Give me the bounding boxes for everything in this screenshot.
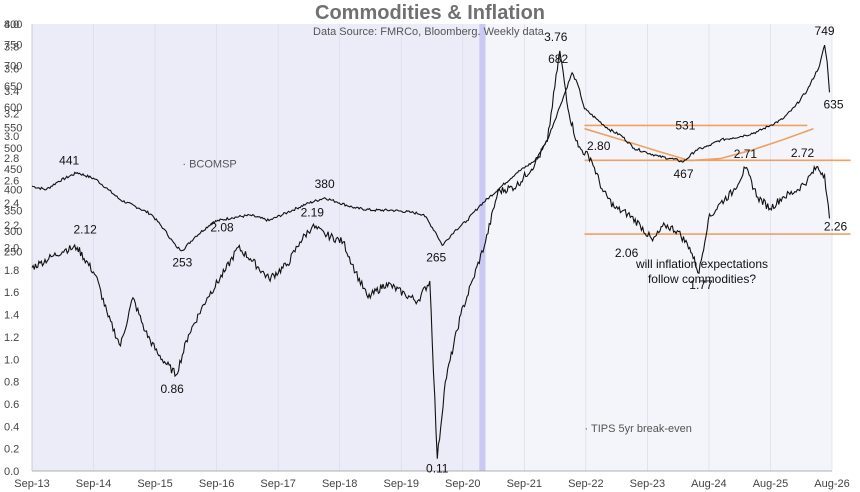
data-label: 2.12 — [73, 223, 97, 237]
x-tick-label: Sep-16 — [199, 478, 234, 490]
trend-lines — [584, 124, 851, 235]
right-axis-ticks: 250 300 350 400 450 500 550 600 650 700 750 800 — [4, 19, 22, 259]
data-labels: 441 253 380 265 682 531 467 749 635 2.12 0.86 2.08 2… — [59, 24, 847, 476]
left-tick-label: 2.8 — [4, 153, 19, 165]
left-tick-label: 3.6 — [4, 64, 19, 76]
data-label: 441 — [59, 154, 79, 168]
data-label: 2.72 — [791, 146, 815, 160]
left-tick-label: 1.0 — [4, 354, 19, 366]
right-tick-label: 800 — [4, 19, 22, 31]
right-tick-label: 450 — [4, 164, 22, 176]
chart-title: Commodities & Inflation — [315, 2, 545, 24]
left-tick-label: 0.8 — [4, 377, 19, 389]
right-tick-label: 500 — [4, 143, 22, 155]
shaded-band — [32, 24, 486, 471]
series-lines — [31, 44, 831, 459]
left-tick-label: 1.2 — [4, 332, 19, 344]
left-tick-label: 1.6 — [4, 287, 19, 299]
left-tick-label: 0.2 — [4, 444, 19, 456]
left-tick-label: 0.0 — [4, 466, 19, 478]
data-label: 3.76 — [544, 30, 568, 44]
data-label: 2.19 — [301, 205, 325, 219]
left-tick-label: 3.2 — [4, 108, 19, 120]
data-label: 531 — [675, 118, 695, 132]
right-tick-label: 600 — [4, 102, 22, 114]
data-label: 635 — [824, 97, 844, 111]
x-tick-label: Aug-26 — [814, 478, 849, 490]
shaded-bands — [32, 24, 832, 471]
x-tick-label: Sep-13 — [14, 478, 49, 490]
left-tick-label: 2.0 — [4, 243, 19, 255]
x-tick-label: Sep-14 — [76, 478, 111, 490]
x-tick-label: Aug-25 — [753, 478, 788, 490]
x-tick-label: Sep-23 — [630, 478, 665, 490]
chart-subtitle: Data Source: FMRCo, Bloomberg. Weekly da… — [313, 26, 547, 38]
left-tick-label: 0.4 — [4, 421, 19, 433]
data-label: 380 — [315, 177, 335, 191]
data-label: 0.11 — [426, 462, 449, 476]
right-tick-label: 550 — [4, 122, 22, 134]
series-label: · BCOMSP — [182, 159, 236, 171]
left-axis-ticks: 0.00.20.40.60.81.01.21.41.61.82.02.22.42… — [4, 19, 19, 478]
left-tick-label: 3.8 — [4, 41, 19, 53]
data-label: 749 — [815, 24, 835, 38]
data-label: 265 — [426, 250, 446, 264]
left-tick-label: 2.4 — [4, 198, 19, 210]
x-tick-label: Sep-17 — [260, 478, 295, 490]
data-label: 467 — [673, 167, 693, 181]
left-tick-label: 1.4 — [4, 310, 19, 322]
x-tick-label: Sep-19 — [383, 478, 418, 490]
x-tick-label: Sep-20 — [445, 478, 480, 490]
x-tick-label: Sep-22 — [568, 478, 603, 490]
x-tick-label: Sep-15 — [137, 478, 172, 490]
x-tick-label: Sep-21 — [507, 478, 542, 490]
right-tick-label: 350 — [4, 205, 22, 217]
note-line-1: will inflation expectations — [635, 257, 768, 271]
series-label: · TIPS 5yr break-even — [585, 423, 692, 435]
data-label: 1.77 — [689, 278, 713, 292]
right-tick-label: 650 — [4, 81, 22, 93]
data-label: 253 — [172, 255, 192, 269]
data-label: 2.06 — [615, 246, 639, 260]
data-label: 2.26 — [824, 219, 848, 233]
data-label: 2.08 — [210, 221, 234, 235]
data-label: 0.86 — [160, 382, 184, 396]
series-line-tips — [31, 50, 831, 459]
series-line-bcomsp — [31, 44, 831, 252]
left-tick-label: 2.6 — [4, 175, 19, 187]
left-tick-label: 1.8 — [4, 265, 19, 277]
shaded-band — [485, 24, 832, 471]
x-axis-ticks: Sep-13 Sep-14 Sep-15 Sep-16 Sep-17 Sep-18 Sep-… — [14, 478, 849, 490]
right-tick-label: 750 — [4, 40, 22, 52]
left-tick-label: 4.0 — [4, 19, 19, 31]
right-tick-label: 400 — [4, 185, 22, 197]
data-label: 2.71 — [734, 147, 758, 161]
right-tick-label: 300 — [4, 226, 22, 238]
x-tick-label: Aug-24 — [691, 478, 726, 490]
right-tick-label: 250 — [4, 247, 22, 259]
left-tick-label: 3.4 — [4, 86, 19, 98]
data-label: 682 — [548, 52, 568, 66]
left-tick-label: 2.2 — [4, 220, 19, 232]
right-tick-label: 700 — [4, 60, 22, 72]
x-tick-label: Sep-18 — [322, 478, 357, 490]
data-label: 2.80 — [587, 139, 611, 153]
note-line-2: follow commodities? — [648, 272, 756, 286]
gridlines — [31, 24, 833, 472]
left-tick-label: 3.0 — [4, 131, 19, 143]
left-tick-label: 0.6 — [4, 399, 19, 411]
series-labels: · BCOMSP · TIPS 5yr break-even — [182, 159, 692, 435]
